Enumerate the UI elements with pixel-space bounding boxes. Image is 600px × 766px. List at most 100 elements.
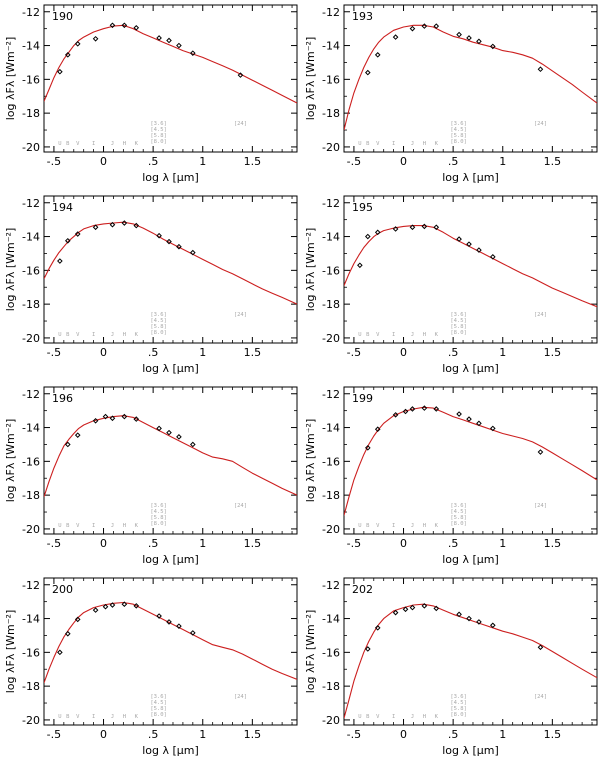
x-tick-label: 1.5 [244, 537, 262, 550]
y-tick-label: -12 [22, 388, 40, 401]
x-tick-label: .5 [148, 537, 159, 550]
y-tick-label: -16 [22, 73, 40, 86]
band-label: B [366, 714, 370, 720]
panel-id-label: 194 [52, 201, 73, 214]
sed-panel: -.5 0 .5 1 1.5 -20 -18 -16 -14 -12 log λ [μm] log λ… [300, 573, 600, 764]
photometry-point [374, 426, 381, 433]
band-label: I [92, 332, 95, 338]
y-axis-label: log λFλ [Wm⁻²] [304, 228, 317, 312]
plot-frame [343, 577, 598, 726]
band-label: [5.8] [150, 133, 167, 139]
photometry-point [433, 23, 440, 29]
photometry-point [237, 72, 244, 78]
band-label: [24] [234, 503, 247, 509]
y-tick-label: -14 [322, 40, 340, 53]
x-axis-label: log λ [μm] [142, 744, 199, 757]
panel-id-label: 193 [352, 10, 373, 23]
band-label: [8.0] [150, 330, 167, 336]
photometry-point [121, 413, 128, 420]
y-tick-label: -16 [22, 646, 40, 659]
y-tick-label: -18 [322, 489, 340, 502]
band-label: [5.8] [150, 324, 167, 330]
band-label: U [358, 523, 361, 529]
y-axis-label: log λFλ [Wm⁻²] [304, 37, 317, 121]
sed-plot: -.5 0 .5 1 1.5 -20 -18 -16 -14 -12 log λ [μm] log λ… [304, 386, 598, 566]
x-axis-label: log λ [μm] [442, 744, 499, 757]
photometry-point [176, 42, 182, 49]
x-tick-label: 1 [499, 537, 506, 550]
photometry-point [402, 606, 409, 613]
x-tick-label: -.5 [347, 728, 361, 741]
band-label: V [76, 523, 80, 529]
sed-plot: -.5 0 .5 1 1.5 -20 -18 -16 -14 -12 log λ [μm] log λ… [4, 577, 298, 757]
band-label: K [135, 523, 139, 529]
photometry-point [392, 412, 399, 418]
x-tick-label: -.5 [47, 155, 61, 168]
y-tick-label: -18 [322, 107, 340, 120]
photometry-point [433, 605, 440, 612]
photometry-point [57, 649, 63, 656]
photometry-point [456, 611, 462, 618]
y-tick-label: -14 [322, 422, 340, 435]
band-label: V [376, 714, 380, 720]
band-label: B [66, 141, 70, 147]
x-axis-label: log λ [μm] [142, 171, 199, 184]
x-tick-label: 1 [199, 537, 206, 550]
y-tick-label: -20 [22, 714, 40, 727]
photometry-point [57, 258, 63, 264]
y-tick-label: -16 [322, 646, 340, 659]
photometry-point [190, 441, 196, 448]
photometry-point [65, 441, 71, 448]
band-label: [5.8] [450, 324, 467, 330]
plot-frame [343, 195, 598, 344]
band-label: [3.6] [150, 503, 167, 509]
photometry-point [466, 241, 472, 247]
photometry-point [365, 646, 371, 652]
photometry-point [365, 445, 371, 451]
y-axis-label: log λFλ [Wm⁻²] [4, 37, 17, 121]
sed-panel: -.5 0 .5 1 1.5 -20 -18 -16 -14 -12 log λ [μm] log λ… [0, 573, 300, 764]
band-label: [24] [234, 121, 247, 127]
model-sed-curve [344, 603, 597, 719]
photometry-point [421, 23, 428, 29]
panel-id-label: 199 [352, 392, 373, 405]
photometry-point [109, 22, 116, 29]
photometry-point [92, 607, 99, 613]
band-label: [24] [534, 312, 547, 318]
photometry-point [456, 411, 462, 417]
band-label: H [123, 523, 126, 529]
photometry-point [109, 415, 116, 422]
x-tick-label: 0 [100, 537, 107, 550]
photometry-point [421, 223, 428, 230]
sed-plot: -.5 0 .5 1 1.5 -20 -18 -16 -14 -12 log λ [μm] log λ… [304, 577, 598, 757]
photometry-point [365, 69, 371, 76]
band-label: [5.8] [150, 515, 167, 521]
y-tick-label: -12 [322, 579, 340, 592]
photometry-point [537, 449, 544, 455]
band-label: J [411, 332, 414, 338]
band-label: [3.6] [150, 694, 167, 700]
band-label: H [123, 714, 126, 720]
band-label: [8.0] [150, 521, 167, 527]
x-tick-label: 1 [199, 155, 206, 168]
y-tick-label: -14 [22, 422, 40, 435]
x-tick-label: .5 [448, 728, 459, 741]
x-tick-label: .5 [448, 155, 459, 168]
band-label: [24] [534, 121, 547, 127]
band-label: [4.5] [450, 127, 467, 133]
band-label: I [392, 714, 395, 720]
band-label: K [135, 714, 139, 720]
y-tick-label: -20 [322, 141, 340, 154]
band-label: U [58, 523, 61, 529]
x-tick-label: 1.5 [544, 155, 562, 168]
band-label: [24] [534, 503, 547, 509]
band-label: U [358, 714, 361, 720]
photometry-point [133, 222, 140, 229]
x-tick-label: -.5 [47, 537, 61, 550]
photometry-point [74, 432, 81, 438]
photometry-point [156, 613, 162, 619]
photometry-point [409, 604, 416, 611]
x-axis-label: log λ [μm] [442, 362, 499, 375]
y-tick-label: -18 [22, 680, 40, 693]
